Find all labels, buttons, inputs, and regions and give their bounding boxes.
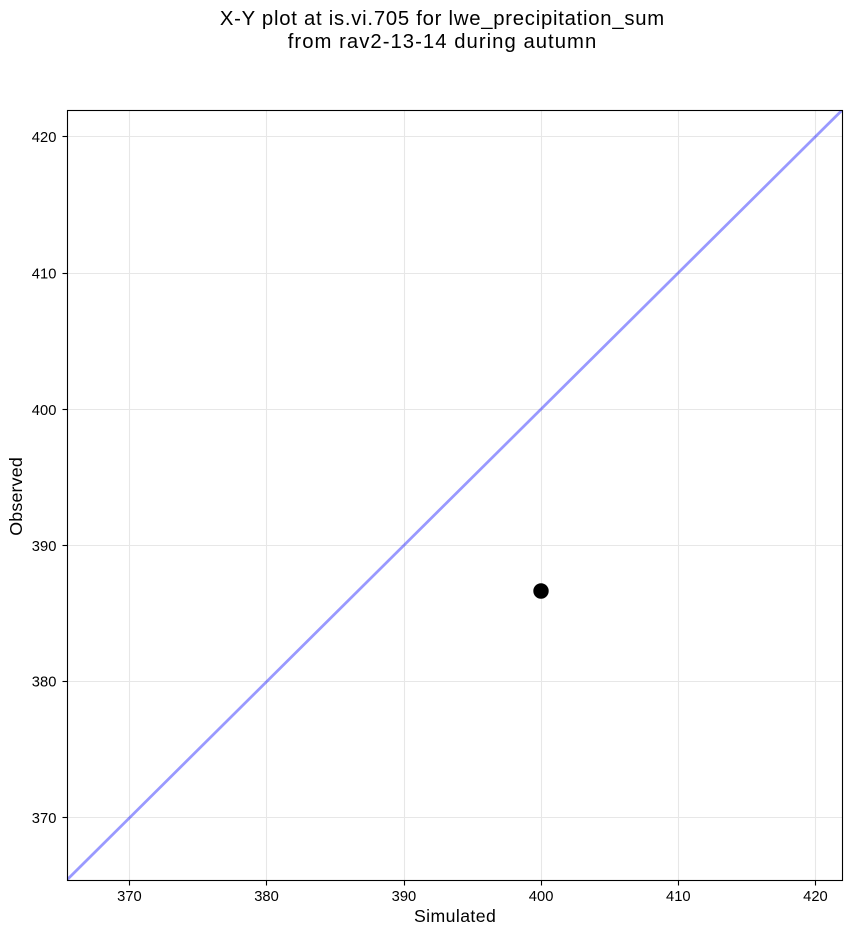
svg-text:400: 400 [32, 403, 57, 419]
svg-text:Simulated: Simulated [414, 906, 496, 926]
svg-text:380: 380 [32, 675, 57, 691]
svg-text:400: 400 [529, 889, 554, 905]
svg-text:from rav2-13-14 during autumn: from rav2-13-14 during autumn [288, 31, 597, 53]
svg-text:370: 370 [117, 889, 142, 905]
svg-text:420: 420 [803, 889, 828, 905]
svg-text:370: 370 [32, 811, 57, 827]
svg-text:X-Y plot at is.vi.705 for lwe_: X-Y plot at is.vi.705 for lwe_precipitat… [220, 8, 664, 30]
svg-text:390: 390 [392, 889, 417, 905]
svg-text:410: 410 [666, 889, 691, 905]
svg-text:410: 410 [32, 266, 57, 282]
svg-text:390: 390 [32, 539, 57, 555]
svg-text:420: 420 [32, 130, 57, 146]
svg-text:380: 380 [254, 889, 279, 905]
svg-text:Observed: Observed [6, 457, 26, 536]
